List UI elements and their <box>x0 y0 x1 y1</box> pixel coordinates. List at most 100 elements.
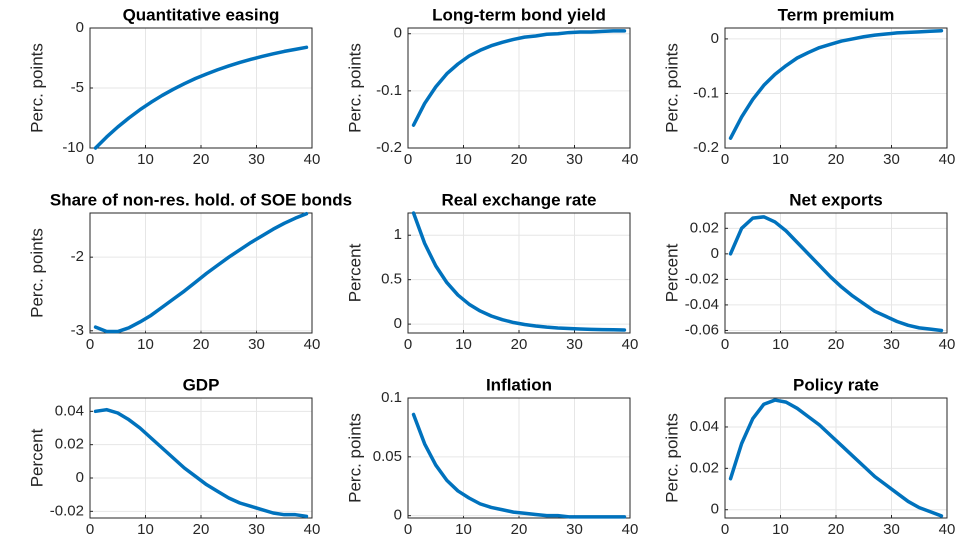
axes-box <box>724 397 948 519</box>
y-tick-label: 0.02 <box>690 219 719 236</box>
x-tick-label: 10 <box>772 151 789 168</box>
x-tick-label: 30 <box>248 336 265 353</box>
x-tick-label: 20 <box>828 521 845 538</box>
x-tick-label: 20 <box>511 336 528 353</box>
x-tick-label: 10 <box>455 336 472 353</box>
x-tick-label: 0 <box>404 521 412 538</box>
x-tick-label: 30 <box>248 521 265 538</box>
y-tick-label: 0.04 <box>690 418 719 435</box>
x-tick-label: 0 <box>86 521 94 538</box>
y-tick-label: -0.1 <box>693 84 719 101</box>
x-tick-label: 20 <box>828 151 845 168</box>
series-line <box>93 407 309 519</box>
x-tick-label: 20 <box>193 336 210 353</box>
y-tick-label: 0.02 <box>55 436 84 453</box>
x-tick-label: 0 <box>404 336 412 353</box>
x-tick-label: 30 <box>248 151 265 168</box>
y-axis-label: Perc. points <box>662 43 681 133</box>
x-tick-label: 0 <box>721 151 729 168</box>
x-tick-label: 0 <box>721 336 729 353</box>
x-tick-label: 30 <box>883 336 900 353</box>
axes-box <box>407 212 631 334</box>
x-tick-label: 30 <box>566 336 583 353</box>
x-tick-label: 0 <box>86 336 94 353</box>
y-axis-label: Perc. points <box>662 413 681 503</box>
y-axis-label: Perc. points <box>345 43 364 133</box>
axes-box <box>407 27 631 149</box>
x-tick-label: 20 <box>828 336 845 353</box>
y-axis-label: Perc. points <box>27 228 46 318</box>
y-tick-label: -0.06 <box>685 321 719 338</box>
y-tick-label: -10 <box>62 139 84 156</box>
chart-title: Quantitative easing <box>123 5 280 24</box>
x-tick-label: 10 <box>455 151 472 168</box>
axes-box <box>724 212 948 334</box>
x-tick-label: 10 <box>137 521 154 538</box>
chart-title: Long-term bond yield <box>432 5 606 24</box>
series-line <box>728 28 944 140</box>
y-tick-label: 0 <box>76 469 84 486</box>
y-tick-label: -0.2 <box>376 139 402 156</box>
x-tick-label: 10 <box>772 521 789 538</box>
x-tick-label: 40 <box>304 151 321 168</box>
y-axis-label: Percent <box>662 243 681 302</box>
series-line <box>728 398 944 518</box>
x-tick-label: 10 <box>455 521 472 538</box>
x-tick-label: 40 <box>304 336 321 353</box>
series-line <box>728 215 944 333</box>
x-tick-label: 40 <box>939 336 956 353</box>
y-tick-label: -0.02 <box>685 270 719 287</box>
y-tick-label: 1 <box>394 226 402 243</box>
series-line <box>93 45 309 150</box>
y-tick-label: 0 <box>76 19 84 36</box>
axes-box <box>89 397 313 519</box>
x-tick-label: 0 <box>86 151 94 168</box>
x-tick-label: 20 <box>193 151 210 168</box>
x-tick-label: 20 <box>511 151 528 168</box>
y-axis-label: Percent <box>27 428 46 487</box>
chart-title: Policy rate <box>793 375 879 394</box>
x-tick-label: 30 <box>883 151 900 168</box>
x-tick-label: 40 <box>304 521 321 538</box>
y-tick-label: -5 <box>71 79 84 96</box>
series-line <box>411 412 627 519</box>
chart-title: Net exports <box>789 190 883 209</box>
y-tick-label: -2 <box>71 248 84 265</box>
axes-box <box>89 27 313 149</box>
x-tick-label: 40 <box>622 521 639 538</box>
x-tick-label: 10 <box>137 336 154 353</box>
series-line <box>411 29 627 127</box>
y-tick-label: -0.2 <box>693 139 719 156</box>
y-tick-label: -0.1 <box>376 82 402 99</box>
chart-title: Inflation <box>486 375 552 394</box>
y-tick-label: -0.04 <box>685 296 719 313</box>
x-tick-label: 30 <box>566 521 583 538</box>
axes-box <box>724 27 948 149</box>
y-axis-label: Perc. points <box>345 413 364 503</box>
x-tick-label: 40 <box>939 151 956 168</box>
y-tick-label: 0 <box>394 25 402 42</box>
series-line <box>93 211 309 334</box>
x-tick-label: 20 <box>193 521 210 538</box>
y-axis-label: Perc. points <box>27 43 46 133</box>
y-tick-label: 0.5 <box>381 271 402 288</box>
x-tick-label: 40 <box>622 151 639 168</box>
y-tick-label: 0.02 <box>690 459 719 476</box>
axes-box <box>89 212 313 334</box>
y-tick-label: 0.1 <box>381 389 402 406</box>
x-tick-label: 40 <box>939 521 956 538</box>
x-tick-label: 30 <box>566 151 583 168</box>
y-tick-label: 0 <box>394 315 402 332</box>
y-tick-label: 0.05 <box>373 448 402 465</box>
y-tick-label: -0.02 <box>50 502 84 519</box>
y-tick-label: 0 <box>711 30 719 47</box>
x-tick-label: 0 <box>721 521 729 538</box>
x-tick-label: 20 <box>511 521 528 538</box>
x-tick-label: 10 <box>137 151 154 168</box>
y-axis-label: Percent <box>345 243 364 302</box>
chart-title: GDP <box>183 375 220 394</box>
y-tick-label: 0.04 <box>55 402 84 419</box>
x-tick-label: 40 <box>622 336 639 353</box>
series-line <box>411 211 627 332</box>
